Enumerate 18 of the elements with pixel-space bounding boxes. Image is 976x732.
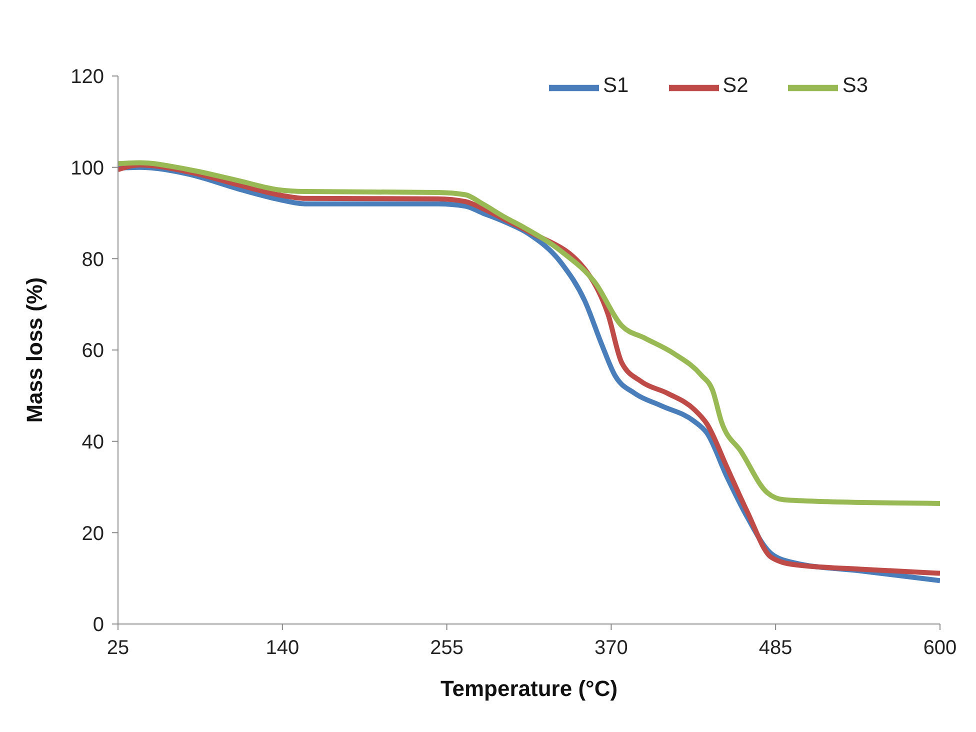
y-tick-label: 120	[70, 66, 104, 88]
legend-label: S3	[842, 74, 868, 98]
y-tick-label: 80	[82, 248, 104, 271]
x-tick-label: 255	[430, 637, 464, 660]
y-tick-label: 40	[82, 431, 104, 454]
x-axis-title: Temperature (°C)	[440, 676, 618, 701]
y-tick-label: 0	[92, 614, 104, 636]
x-tick-label: 485	[758, 637, 792, 660]
y-axis-title: Mass loss (%)	[22, 277, 47, 423]
y-tick-label: 100	[70, 157, 104, 180]
x-tick-label: 140	[266, 637, 300, 660]
y-tick-label: 60	[82, 340, 104, 362]
x-tick-label: 25	[106, 637, 130, 660]
y-tick-label: 20	[82, 522, 104, 545]
legend-label: S1	[602, 74, 629, 98]
x-tick-label: 600	[923, 637, 957, 660]
x-tick-label: 370	[594, 637, 628, 660]
legend-label: S2	[722, 74, 748, 98]
